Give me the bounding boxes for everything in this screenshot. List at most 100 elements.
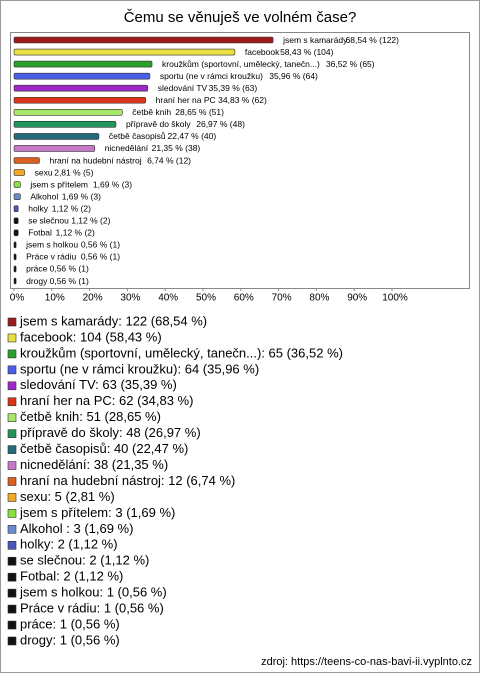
- legend-swatch: [7, 620, 17, 630]
- bar-label: jsem s holkou: [25, 240, 78, 250]
- value-label: 1,69 % (3): [93, 179, 132, 189]
- legend-label: přípravě do školy: 48 (26,97 %): [20, 425, 201, 440]
- legend-label: Práce v rádiu: 1 (0,56 %): [20, 601, 164, 616]
- bar-label: Alkohol: [30, 191, 58, 201]
- legend-swatch: [7, 429, 17, 438]
- legend-swatch: [7, 604, 17, 614]
- x-tick-label: 30%: [120, 293, 140, 304]
- bar-label: sexu: [35, 167, 53, 177]
- bar: [13, 265, 17, 273]
- value-label: 0,56 % (1): [50, 276, 89, 286]
- legend-label: hraní na hudební nástroj: 12 (6,74 %): [20, 473, 235, 488]
- bar-label: jsem s kamarády: [282, 35, 348, 45]
- bar-label: holky: [28, 203, 49, 213]
- bar: [13, 277, 17, 285]
- x-tick-label: 20%: [83, 293, 103, 304]
- bar: [13, 145, 96, 152]
- legend-label: četbě knih: 51 (28,65 %): [20, 409, 161, 424]
- value-label: 1,69 % (3): [62, 191, 101, 201]
- legend-label: Fotbal: 2 (1,12 %): [20, 569, 123, 584]
- legend-swatch: [7, 365, 17, 375]
- bar: [13, 229, 19, 237]
- value-label: 1,12 % (2): [52, 203, 91, 213]
- legend-label: Alkohol : 3 (1,69 %): [20, 521, 133, 536]
- value-label: 35,39 % (63): [209, 83, 258, 93]
- value-label: 1,12 % (2): [71, 216, 110, 226]
- legend-label: nicnedělání: 38 (21,35 %): [20, 457, 168, 472]
- bar: [13, 84, 149, 92]
- legend-swatch: [7, 333, 17, 343]
- legend-swatch: [7, 317, 17, 327]
- value-label: 21,35 % (38): [152, 143, 201, 153]
- bar-label: hraní na hudební nástroj: [49, 155, 141, 165]
- bar-label: se slečnou: [28, 216, 69, 226]
- bar: [13, 253, 17, 261]
- legend-swatch: [7, 493, 17, 502]
- legend-label: facebook: 104 (58,43 %): [20, 329, 162, 344]
- value-label: 26,97 % (48): [196, 119, 245, 129]
- bar-label: četbě knih: [132, 107, 171, 117]
- value-label: 58,43 % (104): [280, 47, 334, 57]
- legend-label: jsem s přítelem: 3 (1,69 %): [19, 505, 175, 520]
- legend-swatch: [7, 349, 17, 359]
- bar: [13, 60, 153, 68]
- x-tick-label: 100%: [382, 293, 408, 304]
- x-tick-label: 40%: [158, 293, 178, 304]
- legend-swatch: [7, 445, 17, 454]
- legend-swatch: [7, 477, 17, 486]
- bar: [13, 36, 274, 44]
- legend-swatch: [7, 540, 17, 550]
- value-label: 2,81 % (5): [54, 167, 93, 177]
- x-tick-label: 90%: [347, 293, 367, 304]
- legend-label: jsem s kamarády: 122 (68,54 %): [19, 313, 207, 328]
- bar: [13, 241, 17, 249]
- bar-label: facebook: [245, 47, 280, 57]
- value-label: 34,83 % (62): [218, 95, 267, 105]
- bar-label: četbě časopisů: [109, 131, 166, 141]
- value-label: 68,54 % (122): [346, 35, 400, 45]
- x-tick-label: 70%: [272, 293, 292, 304]
- legend-label: holky: 2 (1,12 %): [20, 537, 118, 552]
- x-tick-label: 60%: [234, 293, 254, 304]
- x-tick-label: 0%: [10, 293, 25, 304]
- value-label: 36,52 % (65): [326, 59, 375, 69]
- legend-swatch: [7, 381, 17, 391]
- bar-label: Fotbal: [28, 228, 52, 238]
- bar: [13, 121, 117, 128]
- legend-label: jsem s holkou: 1 (0,56 %): [19, 585, 167, 600]
- bar-label: kroužkům (sportovní, umělecký, tanečn...…: [162, 59, 320, 69]
- value-label: 22,47 % (40): [168, 131, 217, 141]
- bar: [13, 133, 100, 140]
- bar-label: přípravě do školy: [126, 119, 191, 129]
- legend-label: četbě časopisů: 40 (22,47 %): [20, 441, 188, 456]
- value-label: 28,65 % (51): [175, 107, 224, 117]
- legend-swatch: [7, 556, 17, 566]
- legend-swatch: [7, 636, 17, 646]
- value-label: 1,12 % (2): [56, 228, 95, 238]
- bar: [13, 217, 19, 225]
- source: zdroj: https://teens-co-nas-bavi-ii.vypl…: [261, 656, 472, 668]
- bar: [13, 72, 151, 80]
- legend-swatch: [7, 588, 17, 598]
- legend-label: hraní her na PC: 62 (34,83 %): [20, 393, 193, 408]
- value-label: 35,96 % (64): [269, 71, 318, 81]
- x-tick-label: 50%: [196, 293, 216, 304]
- value-label: 0,56 % (1): [81, 240, 120, 250]
- legend-swatch: [7, 525, 17, 534]
- legend-swatch: [7, 413, 17, 423]
- bar-label: sledování TV: [158, 83, 208, 93]
- value-label: 0,56 % (1): [81, 252, 120, 262]
- bar-label: drogy: [26, 276, 48, 286]
- bar: [13, 169, 25, 176]
- x-tick-label: 10%: [45, 293, 65, 304]
- bar: [13, 181, 21, 188]
- bar: [13, 48, 236, 56]
- value-label: 0,56 % (1): [50, 264, 89, 274]
- bar: [13, 157, 40, 164]
- legend-label: sportu (ne v rámci kroužku): 64 (35,96 %…: [20, 361, 259, 376]
- bar: [13, 193, 21, 200]
- bar: [13, 96, 146, 104]
- value-label: 6,74 % (12): [147, 155, 191, 165]
- legend-swatch: [7, 572, 17, 582]
